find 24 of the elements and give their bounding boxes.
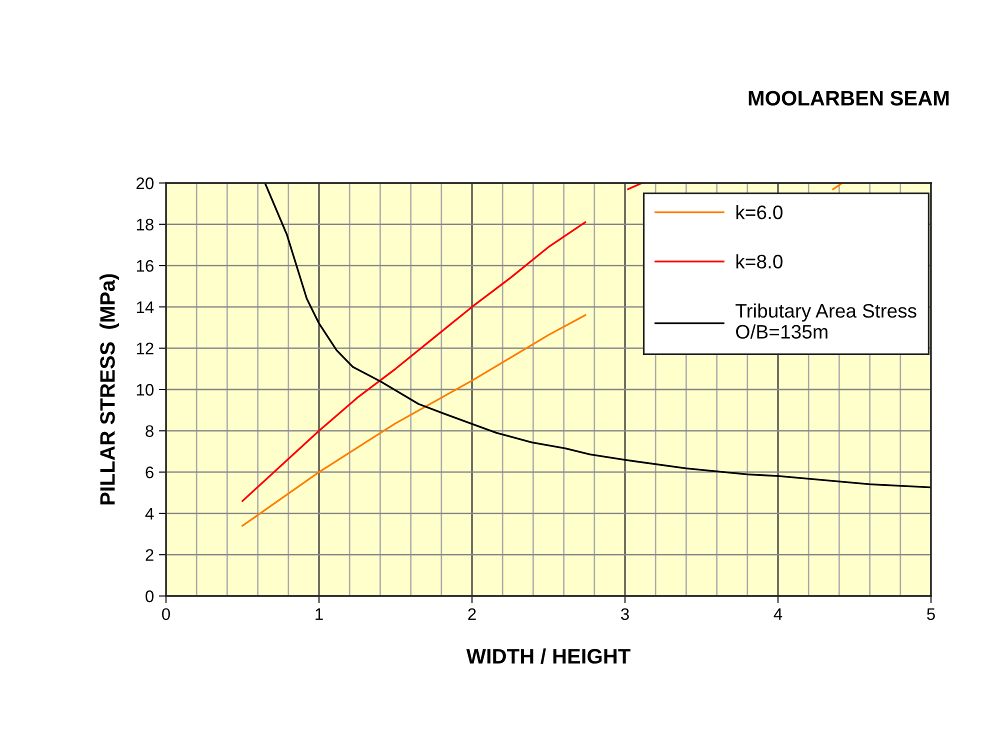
chart-title: MOOLARBEN SEAM: [748, 90, 949, 106]
legend-label: k=6.0: [736, 204, 782, 220]
y-tick-label: 10: [136, 384, 154, 396]
y-tick-label: 16: [136, 260, 154, 272]
y-tick-label: 8: [146, 425, 154, 438]
y-tick-label: 0: [146, 590, 154, 602]
y-tick-label: 6: [146, 466, 154, 478]
y-tick-label: 2: [146, 549, 154, 561]
line-series: [264, 183, 931, 488]
y-tick-label: 12: [136, 342, 154, 354]
x-tick-label: 5: [927, 608, 935, 620]
y-tick-label: 14: [136, 301, 154, 313]
x-axis-title: WIDTH / HEIGHT: [466, 648, 630, 664]
legend-label: Tributary Area Stress O/B=135m: [736, 303, 916, 339]
y-tick-label: 20: [136, 177, 154, 190]
x-tick-label: 2: [468, 608, 476, 620]
y-tick-label: 4: [145, 508, 154, 520]
x-tick-label: 4: [774, 608, 782, 620]
y-axis-title: PILLAR STRESS (MPa): [100, 274, 119, 504]
x-tick-label: 1: [316, 608, 323, 620]
y-tick-label: 18: [136, 218, 154, 231]
x-tick-label: 0: [162, 608, 170, 620]
x-tick-label: 3: [621, 608, 629, 620]
legend-label: k=8.0: [736, 254, 782, 269]
